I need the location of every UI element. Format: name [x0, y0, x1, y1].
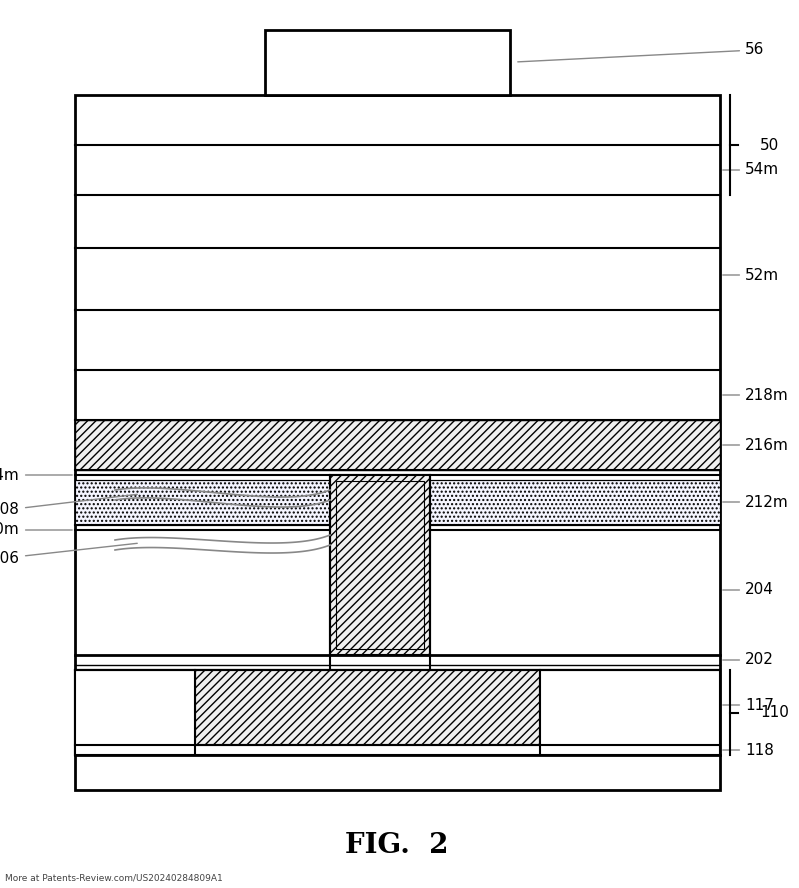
- Text: 202: 202: [723, 653, 774, 668]
- Text: 118: 118: [723, 742, 774, 757]
- Text: More at Patents-Review.com/US20240284809A1: More at Patents-Review.com/US20240284809…: [5, 874, 223, 883]
- Bar: [336, 481, 424, 649]
- Text: FIG.  2: FIG. 2: [345, 831, 449, 859]
- Text: 208: 208: [0, 495, 137, 518]
- Bar: [540, 670, 720, 755]
- Bar: [330, 475, 430, 655]
- Bar: [195, 670, 540, 745]
- Text: 52m: 52m: [723, 267, 779, 282]
- Bar: [75, 480, 720, 525]
- Text: 54m: 54m: [723, 163, 779, 178]
- Text: 214m: 214m: [0, 467, 72, 482]
- Text: 212m: 212m: [723, 495, 789, 510]
- Bar: [75, 670, 195, 755]
- Text: 50: 50: [760, 138, 779, 153]
- Bar: [75, 670, 720, 755]
- Bar: [265, 30, 510, 95]
- Text: 110: 110: [760, 704, 789, 719]
- Text: 204: 204: [723, 583, 774, 598]
- Text: 210m: 210m: [0, 522, 72, 537]
- Text: 56: 56: [518, 43, 765, 62]
- Text: 218m: 218m: [723, 387, 789, 402]
- Bar: [75, 420, 720, 470]
- Text: 206: 206: [0, 543, 137, 566]
- Bar: [75, 95, 720, 790]
- Text: 117: 117: [723, 697, 774, 712]
- Text: 216m: 216m: [723, 438, 789, 453]
